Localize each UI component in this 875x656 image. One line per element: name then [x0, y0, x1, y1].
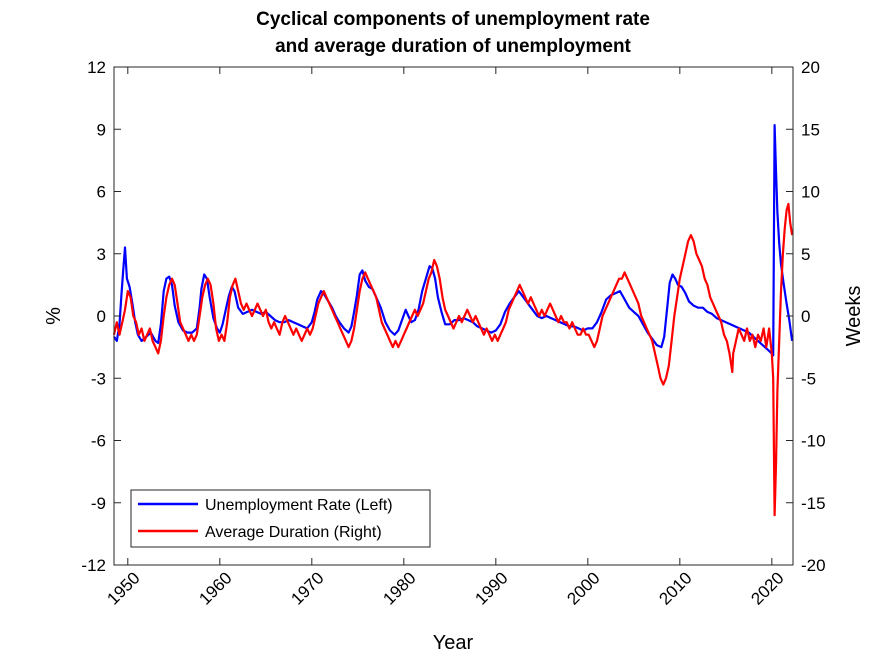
series-line-unemployment-rate [113, 124, 794, 357]
y-right-tick-label: 0 [801, 307, 810, 326]
legend: Unemployment Rate (Left) Average Duratio… [130, 489, 431, 548]
y-left-tick-label: 6 [97, 183, 106, 202]
legend-label-unemployment-rate: Unemployment Rate (Left) [205, 497, 393, 514]
y-right-tick-label: 20 [801, 58, 820, 77]
y-left-tick-label: 0 [97, 307, 106, 326]
y-axis-left-title: % [43, 307, 65, 325]
chart-title-line-2: and average duration of unemployment [275, 36, 631, 57]
y-left-tick-label: 9 [97, 120, 106, 139]
y-left-tick-label: -6 [91, 432, 106, 451]
y-left-tick-label: -12 [81, 556, 106, 575]
series-layer [112, 124, 794, 517]
y-axis-right-title: Weeks [843, 286, 865, 347]
y-axis-right: 20 15 10 5 0 -5 -10 -15 -20 [786, 58, 826, 575]
y-right-tick-label: -15 [801, 494, 826, 513]
y-right-tick-label: 10 [801, 183, 820, 202]
y-left-tick-label: -9 [91, 494, 106, 513]
legend-box [130, 489, 431, 548]
y-axis-left: 12 9 6 3 0 -3 -6 -9 -12 [81, 58, 121, 575]
y-left-tick-label: 3 [97, 245, 106, 264]
y-right-tick-label: 5 [801, 245, 810, 264]
y-left-tick-label: 12 [87, 58, 106, 77]
chart-title-line-1: Cyclical components of unemployment rate [256, 9, 650, 30]
x-axis-title: Year [433, 632, 474, 654]
y-right-tick-label: -10 [801, 432, 826, 451]
series-line-average-duration [112, 202, 794, 517]
y-right-tick-label: -20 [801, 556, 826, 575]
y-right-tick-label: -5 [801, 369, 816, 388]
y-left-tick-label: -3 [91, 369, 106, 388]
legend-label-average-duration: Average Duration (Right) [205, 524, 382, 541]
y-right-tick-label: 15 [801, 120, 820, 139]
